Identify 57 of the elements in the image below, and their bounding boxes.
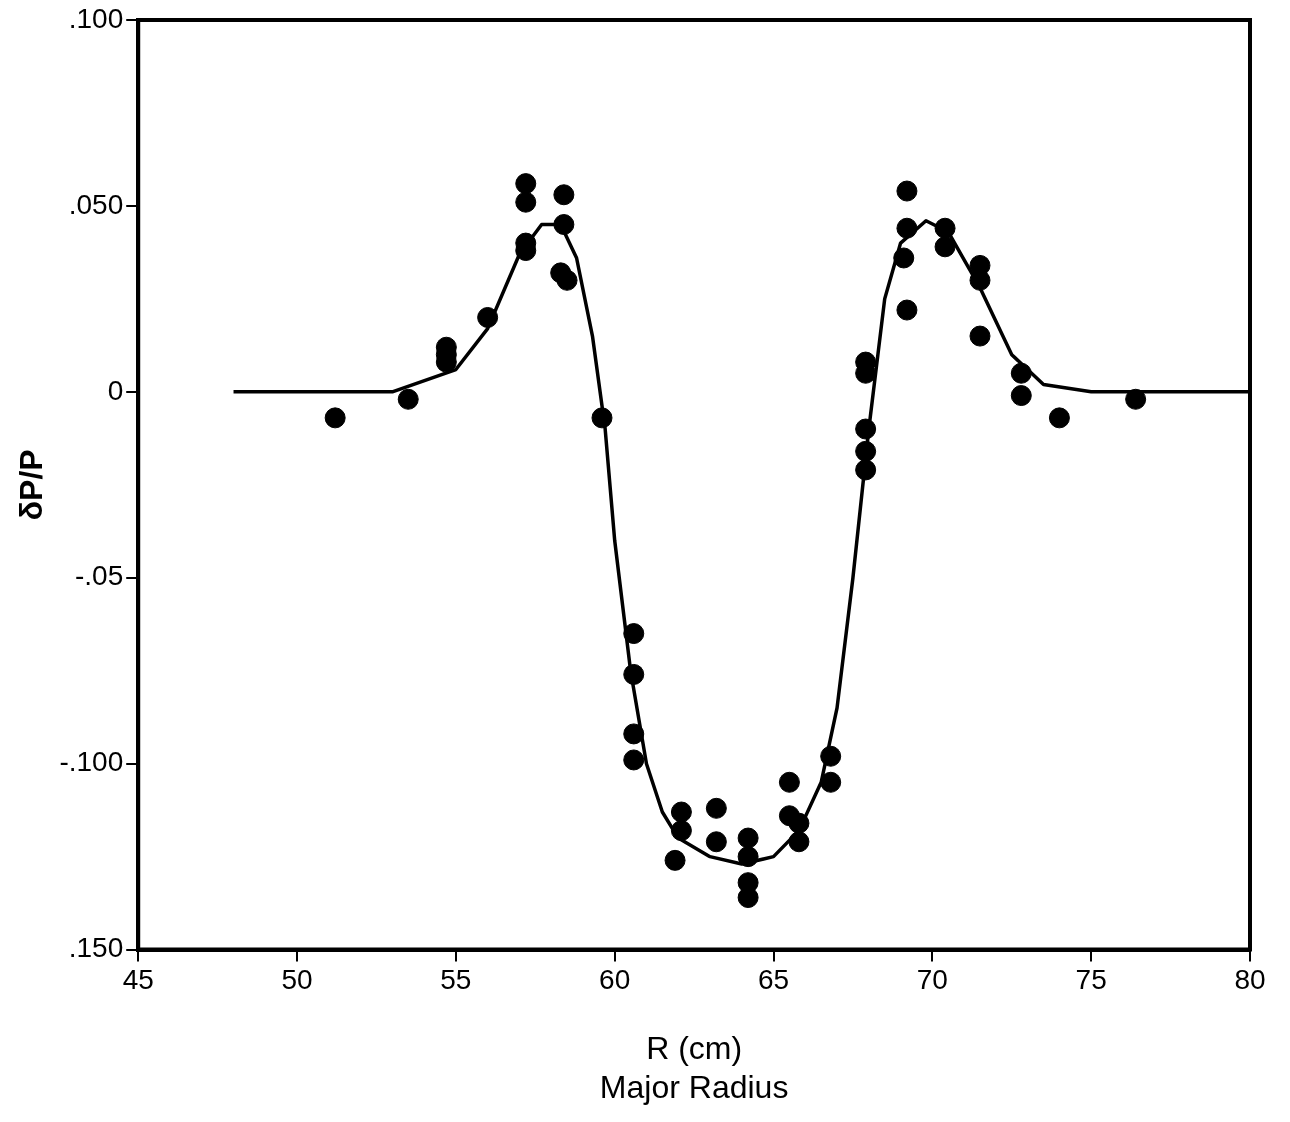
point bbox=[788, 831, 810, 853]
point bbox=[670, 820, 692, 842]
point bbox=[778, 771, 800, 793]
x-tick-label: 50 bbox=[281, 964, 313, 996]
point bbox=[934, 217, 956, 239]
x-tick-label: 70 bbox=[916, 964, 948, 996]
point bbox=[896, 299, 918, 321]
point bbox=[855, 418, 877, 440]
point bbox=[969, 325, 991, 347]
point bbox=[553, 214, 575, 236]
y-tick-label: .100 bbox=[68, 2, 124, 34]
point bbox=[591, 407, 613, 429]
point bbox=[896, 217, 918, 239]
point bbox=[556, 269, 578, 291]
point bbox=[397, 388, 419, 410]
point bbox=[820, 745, 842, 767]
point bbox=[705, 831, 727, 853]
y-tick-label: -.100 bbox=[59, 746, 124, 778]
x-tick-label: 60 bbox=[599, 964, 631, 996]
x-axis-title: R (cm) bbox=[646, 1030, 743, 1067]
point bbox=[893, 247, 915, 269]
x-tick-label: 55 bbox=[440, 964, 472, 996]
point bbox=[477, 306, 499, 328]
y-tick-label: 0 bbox=[107, 374, 124, 406]
y-tick-label: .150 bbox=[68, 932, 124, 964]
x-tick-label: 45 bbox=[122, 964, 154, 996]
point bbox=[737, 846, 759, 868]
point bbox=[1010, 362, 1032, 384]
point bbox=[515, 173, 537, 195]
y-axis-title: δP/P bbox=[13, 449, 50, 521]
point bbox=[1048, 407, 1070, 429]
point bbox=[623, 663, 645, 685]
point bbox=[1010, 385, 1032, 407]
x-tick-label: 75 bbox=[1075, 964, 1107, 996]
point bbox=[855, 459, 877, 481]
point bbox=[788, 812, 810, 834]
point bbox=[737, 827, 759, 849]
point bbox=[1125, 388, 1147, 410]
x-tick-label: 80 bbox=[1234, 964, 1266, 996]
point bbox=[664, 849, 686, 871]
point bbox=[553, 184, 575, 206]
text: Major Radius bbox=[599, 1068, 789, 1105]
point bbox=[896, 180, 918, 202]
x-tick-label: 65 bbox=[757, 964, 790, 996]
point bbox=[623, 723, 645, 745]
point bbox=[515, 191, 537, 213]
point bbox=[324, 407, 346, 429]
point bbox=[705, 797, 727, 819]
point bbox=[855, 440, 877, 462]
point bbox=[820, 771, 842, 793]
point bbox=[737, 887, 759, 909]
point bbox=[623, 749, 645, 771]
point bbox=[934, 236, 956, 258]
point bbox=[623, 623, 645, 645]
point bbox=[670, 801, 692, 823]
y-tick-label: -.05 bbox=[74, 560, 124, 592]
y-tick-label: .050 bbox=[68, 188, 124, 220]
